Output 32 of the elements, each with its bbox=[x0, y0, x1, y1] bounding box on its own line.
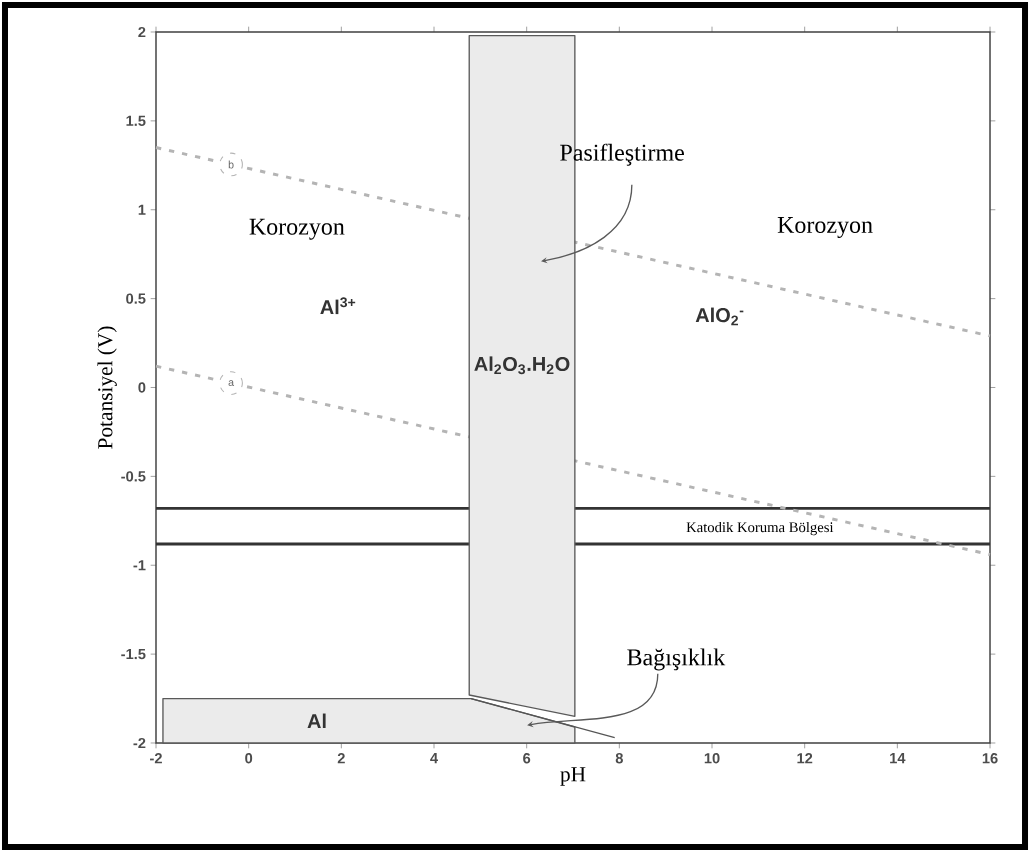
y-tick-label: 0.5 bbox=[126, 293, 146, 304]
y-tick-label: -0.5 bbox=[121, 471, 146, 482]
x-axis-title: pH bbox=[560, 767, 586, 786]
series-label: Al$_{2}$O$_{3}$.H$_{2}$O bbox=[474, 356, 570, 375]
y-tick-label: -1 bbox=[133, 560, 146, 571]
y-tick-label: 0 bbox=[138, 382, 146, 393]
legend-label: a bbox=[228, 380, 235, 387]
annotation: Pasifleştirme bbox=[560, 143, 684, 166]
annotation: Bağışıklık bbox=[627, 648, 726, 671]
y-tick-label: 1.5 bbox=[126, 115, 146, 126]
ref-line-label: Katodik Koruma Bölgesi bbox=[686, 521, 834, 536]
y-tick-label: 1 bbox=[138, 204, 146, 215]
annotation: Korozyon bbox=[777, 217, 873, 238]
x-tick-label: 10 bbox=[704, 753, 720, 764]
annotation: Korozyon bbox=[249, 218, 345, 240]
annotation: AlO$_{2}$- bbox=[695, 307, 744, 326]
x-tick-label: 16 bbox=[982, 753, 998, 764]
y-tick-label: -1.5 bbox=[121, 649, 146, 660]
legend-label: b bbox=[228, 160, 234, 169]
x-tick-label: 14 bbox=[890, 753, 906, 764]
x-tick-label: 0 bbox=[245, 753, 253, 764]
annotation: Al$^{3+}$ bbox=[320, 297, 356, 315]
x-tick-label: 12 bbox=[797, 753, 813, 764]
x-tick-label: 6 bbox=[523, 753, 531, 764]
series-label: Al bbox=[307, 713, 326, 729]
y-axis-title: Potansiyel (V) bbox=[97, 326, 117, 449]
x-tick-label: 8 bbox=[615, 753, 623, 764]
x-tick-label: -2 bbox=[150, 753, 162, 764]
x-tick-label: 2 bbox=[337, 753, 345, 764]
y-tick-label: -2 bbox=[133, 737, 146, 749]
y-tick-label: 2 bbox=[138, 26, 146, 38]
x-tick-label: 4 bbox=[430, 753, 438, 764]
